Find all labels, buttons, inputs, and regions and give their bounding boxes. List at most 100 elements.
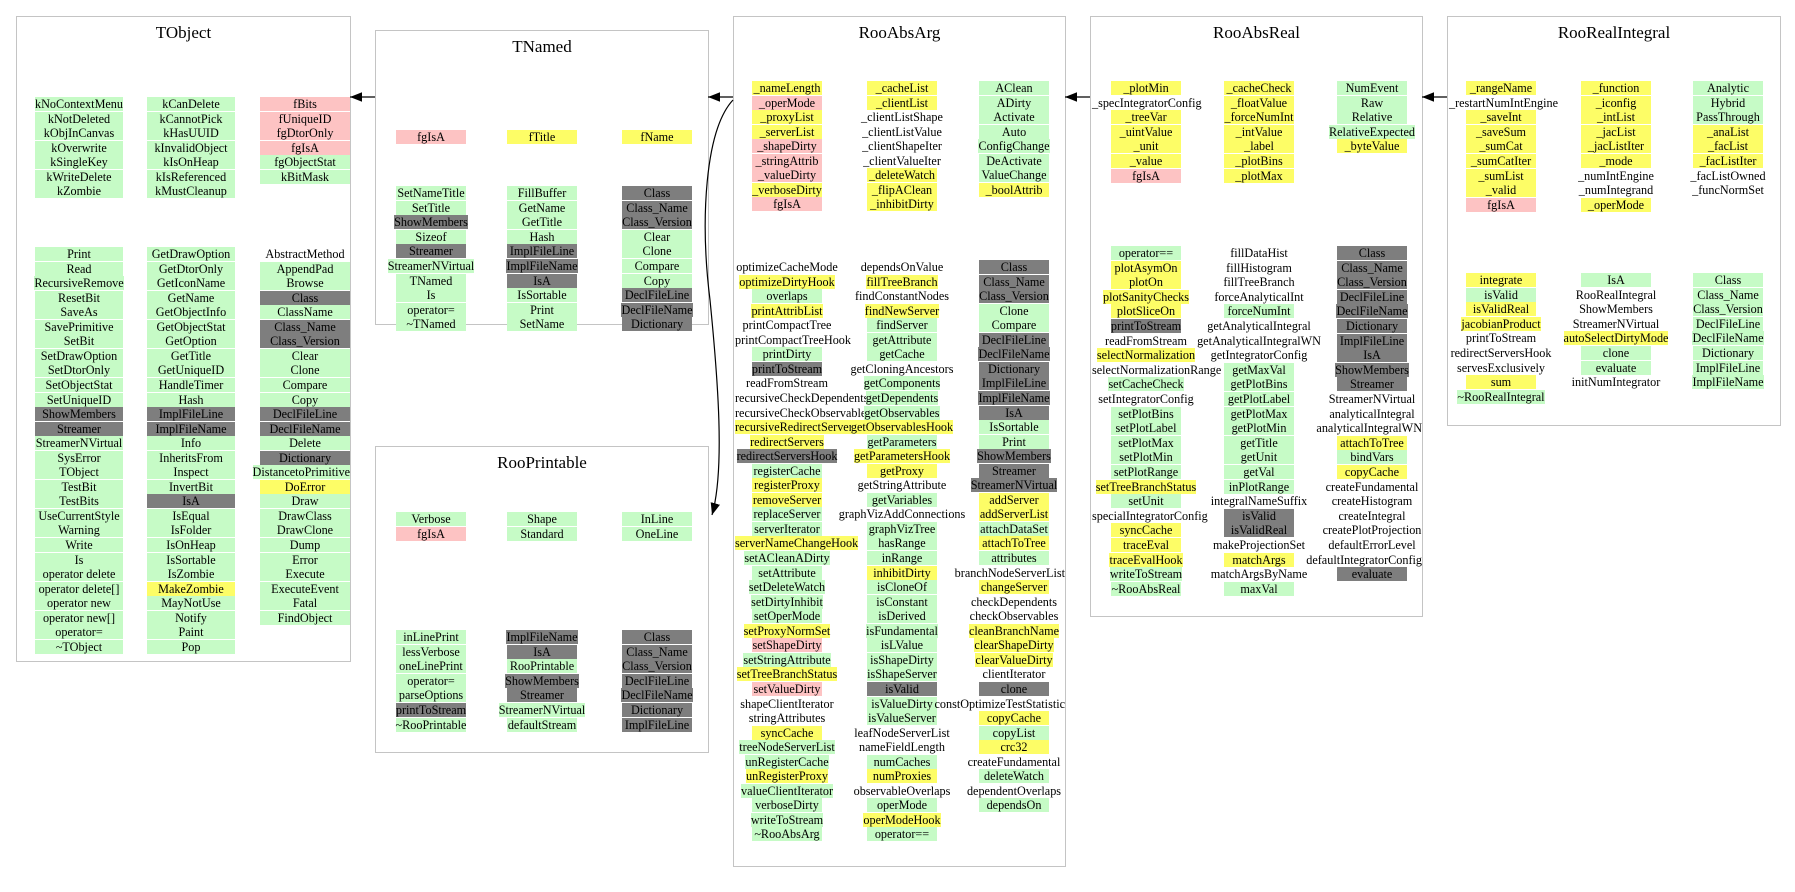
member-tobject-1-0-24: operator new (35, 596, 123, 611)
member-roorealintegral-1-2-5: Dictionary (1693, 346, 1763, 360)
member-roorealintegral-1-0-6: servesExclusively (1457, 360, 1545, 375)
member-roorealintegral-0-1-6: _numIntEngine (1578, 168, 1654, 183)
member-tnamed-1-2-2: Class_Version (622, 215, 692, 230)
member-rooprintable-1-2-1: Class_Name (622, 644, 692, 659)
member-rooabsarg-1-1-5: getAttribute (867, 332, 937, 347)
member-rooabsarg-0-2-6: ValueChange (979, 168, 1049, 183)
member-rooprintable-0-0-1: fgIsA (396, 526, 466, 541)
member-rooabsreal-1-2-7: IsA (1337, 348, 1407, 363)
member-roorealintegral-1-0-1: isValid (1466, 287, 1536, 302)
member-roorealintegral-1-1-5: clone (1581, 346, 1651, 360)
member-rooabsarg-1-1-0: dependsOnValue (860, 260, 944, 274)
member-rooabsarg-1-0-38: writeToStream (750, 812, 824, 827)
member-rooabsarg-1-2-31: copyCache (979, 711, 1049, 726)
member-tobject-1-1-25: Notify (147, 610, 235, 625)
class-box-rooabsreal: RooAbsReal _plotMin _specIntegratorConfig _… (1090, 16, 1423, 617)
member-tnamed-1-0-2: ShowMembers (394, 215, 468, 230)
member-rooabsreal-1-2-14: bindVars (1337, 450, 1407, 465)
member-rooabsarg-1-1-39: operator== (867, 827, 937, 842)
member-tobject-1-2-4: ClassName (260, 305, 350, 320)
member-rooabsreal-1-2-6: ImplFileLine (1337, 333, 1407, 348)
member-roorealintegral-1-2-3: DeclFileLine (1693, 316, 1763, 331)
member-roorealintegral-1-1-6: evaluate (1581, 360, 1651, 375)
member-rooabsreal-1-0-15: setPlotRange (1111, 465, 1181, 479)
member-tnamed-1-0-5: StreamerNVirtual (387, 259, 475, 273)
member-tobject-1-1-5: GetObjectStat (147, 319, 235, 334)
member-rooabsarg-1-1-9: getDependents (865, 390, 939, 405)
member-tobject-1-1-18: IsEqual (147, 508, 235, 523)
member-tobject-1-2-21: Error (260, 552, 350, 567)
member-rooabsreal-1-0-11: setPlotBins (1111, 406, 1181, 421)
member-tobject-1-0-20: Write (35, 538, 123, 552)
member-rooabsarg-1-0-28: setTreeBranchStatus (736, 667, 838, 682)
class-box-rooabsarg: RooAbsArg _nameLength _operMode _proxyList _… (733, 16, 1066, 867)
member-roorealintegral-1-0-4: printToStream (1465, 331, 1537, 346)
member-tobject-1-1-14: InheritsFrom (147, 450, 235, 465)
member-rooabsarg-1-0-16: removeServer (752, 492, 822, 507)
member-rooprintable-1-1-0: ImplFileName (506, 630, 578, 644)
member-rooabsarg-1-1-21: inhibitDirty (867, 565, 937, 580)
member-tobject-1-0-13: StreamerNVirtual (35, 436, 123, 451)
member-rooabsarg-1-2-3: Clone (979, 303, 1049, 318)
member-tobject-0-1-3: kInvalidObject (147, 140, 235, 155)
member-tobject-1-0-25: operator new[] (35, 610, 123, 625)
member-rooabsarg-1-2-5: DeclFileLine (979, 332, 1049, 347)
member-rooabsarg-1-1-24: isDerived (867, 609, 937, 624)
member-rooabsreal-0-0-4: _unit (1111, 139, 1181, 154)
member-rooabsarg-1-2-4: Compare (979, 318, 1049, 333)
member-tobject-0-0-6: kZombie (35, 184, 123, 199)
member-rooprintable-1-0-6: ~RooPrintable (395, 717, 467, 732)
member-roorealintegral-0-2-2: PassThrough (1693, 110, 1763, 125)
member-tobject-1-2-5: Class_Name (260, 319, 350, 334)
member-tnamed-1-2-1: Class_Name (622, 200, 692, 215)
member-tobject-1-0-26: operator= (35, 625, 123, 640)
member-rooprintable-1-2-4: DeclFileName (621, 688, 693, 703)
member-rooprintable-0-1-0: Shape (507, 512, 577, 526)
member-rooabsreal-0-0-3: _uintValue (1111, 124, 1181, 139)
member-tobject-0-1-1: kCannotPick (147, 111, 235, 126)
member-rooabsreal-0-0-6: fgIsA (1111, 168, 1181, 183)
member-rooabsreal-1-1-15: getVal (1224, 465, 1294, 479)
member-rooabsarg-1-1-16: getVariables (867, 492, 937, 507)
member-rooabsreal-1-2-5: Dictionary (1337, 319, 1407, 333)
member-tobject-1-0-23: operator delete[] (35, 581, 123, 596)
member-rooabsreal-1-0-8: selectNormalizationRange (1092, 362, 1222, 377)
member-rooabsarg-1-2-16: addServer (979, 492, 1049, 507)
member-rooabsarg-1-2-1: Class_Name (979, 274, 1049, 289)
member-rooabsreal-0-1-5: _plotBins (1224, 154, 1294, 168)
member-tobject-1-0-4: SaveAs (35, 305, 123, 320)
member-tobject-1-2-23: ExecuteEvent (260, 581, 350, 596)
member-tobject-1-1-13: Info (147, 436, 235, 451)
member-tobject-0-0-3: kOverwrite (35, 140, 123, 155)
member-rooabsarg-0-1-6: _deleteWatch (867, 168, 937, 183)
member-tobject-1-2-22: Execute (260, 567, 350, 582)
member-tnamed-1-0-8: operator= (396, 302, 466, 317)
member-rooabsreal-1-0-5: printToStream (1110, 319, 1182, 333)
member-rooprintable-1-0-3: operator= (396, 673, 466, 688)
member-rooprintable-1-0-0: inLinePrint (396, 630, 466, 644)
member-rooabsarg-1-2-10: IsA (979, 405, 1049, 420)
member-rooabsarg-1-0-2: overlaps (752, 289, 822, 304)
member-rooabsarg-1-0-5: printCompactTreeHook (735, 332, 851, 347)
member-rooabsarg-1-1-3: findNewServer (864, 303, 940, 318)
member-rooabsarg-1-0-23: setDirtyInhibit (751, 594, 823, 609)
member-rooabsreal-1-1-22: matchArgsByName (1210, 567, 1308, 582)
member-roorealintegral-1-1-0: IsA (1581, 273, 1651, 287)
member-tnamed-1-0-4: Streamer (396, 244, 466, 259)
member-tobject-1-1-7: GetTitle (147, 348, 235, 363)
class-box-tobject: TObject kNoContextMenu kNotDeleted kObjInCa… (16, 16, 351, 662)
member-rooabsarg-0-1-5: _clientValueIter (863, 153, 941, 168)
member-rooabsreal-1-1-21: matchArgs (1224, 552, 1294, 567)
member-rooabsarg-1-2-20: attributes (979, 551, 1049, 565)
member-tobject-1-0-12: Streamer (35, 421, 123, 436)
member-roorealintegral-0-0-8: fgIsA (1466, 197, 1536, 212)
member-rooabsarg-1-0-33: treeNodeServerList (739, 740, 835, 755)
member-tnamed-1-1-7: IsSortable (507, 288, 577, 303)
member-tobject-0-2-1: fUniqueID (260, 111, 350, 126)
member-rooabsreal-1-0-0: operator== (1111, 246, 1181, 260)
member-tobject-0-2-5: kBitMask (260, 169, 350, 184)
member-tobject-1-0-7: SetDrawOption (35, 348, 123, 363)
member-roorealintegral-0-1-0: _function (1581, 81, 1651, 95)
member-tobject-1-1-3: GetName (147, 290, 235, 305)
member-rooabsreal-0-2-4: _byteValue (1337, 139, 1407, 154)
